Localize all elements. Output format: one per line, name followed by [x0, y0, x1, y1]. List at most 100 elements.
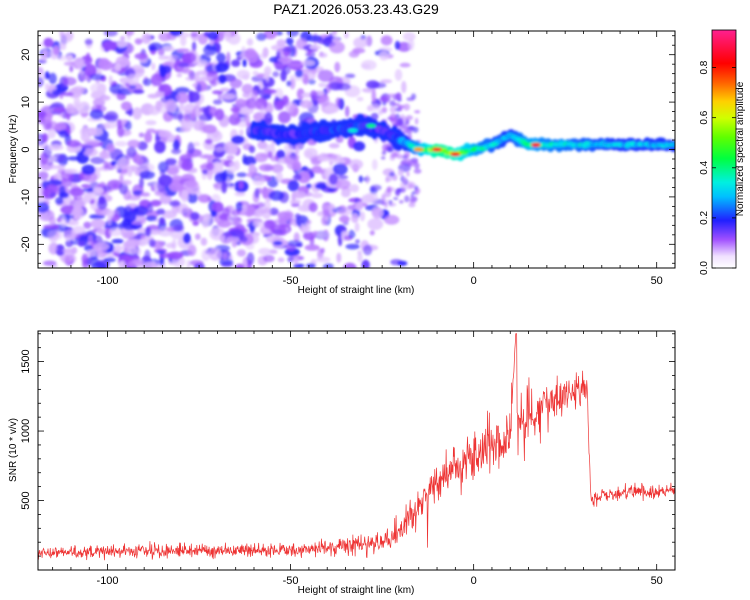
- heatmap-cell: [64, 168, 78, 174]
- heatmap-cell: [74, 57, 85, 67]
- heatmap-cell: [68, 187, 85, 197]
- heatmap-cell: [181, 160, 194, 171]
- heatmap-cell: [300, 60, 315, 66]
- heatmap-cell: [86, 249, 97, 257]
- heatmap-cell: [127, 259, 143, 268]
- heatmap-cell: [51, 246, 58, 252]
- heatmap-cell: [311, 192, 323, 199]
- heatmap-cell: [226, 236, 240, 243]
- heatmap-cell: [196, 83, 202, 93]
- heatmap-cell: [157, 180, 165, 193]
- heatmap-cell: [176, 73, 183, 78]
- heatmap-cell: [256, 202, 265, 208]
- heatmap-cell: [157, 48, 165, 56]
- heatmap-cell: [89, 109, 104, 120]
- heatmap-cell: [97, 198, 108, 210]
- heatmap-cell: [355, 201, 364, 211]
- signal-cell: [671, 142, 675, 148]
- snr-series-line: [38, 333, 675, 561]
- heatmap-cell: [66, 54, 74, 62]
- heatmap-cell: [235, 263, 245, 268]
- heatmap-cell: [403, 103, 411, 111]
- heatmap-cell: [348, 229, 356, 239]
- y-tick-label: -20: [20, 236, 32, 252]
- heatmap-cell: [90, 156, 105, 165]
- spectrogram-xlabel: Height of straight line (km): [298, 285, 415, 296]
- heatmap-cell: [98, 60, 114, 71]
- heatmap-cell: [287, 240, 303, 247]
- heatmap-cell: [371, 207, 384, 219]
- heatmap-cell: [176, 48, 190, 53]
- heatmap-cell: [370, 112, 379, 120]
- heatmap-cell: [403, 157, 411, 165]
- heatmap-cell: [334, 61, 341, 73]
- heatmap-cell: [121, 218, 132, 227]
- heatmap-cell: [66, 156, 81, 161]
- heatmap-cell: [52, 107, 66, 113]
- heatmap-cell: [385, 176, 389, 183]
- heatmap-cell: [231, 209, 241, 216]
- heatmap-cell: [173, 224, 185, 232]
- heatmap-cell: [272, 240, 283, 246]
- heatmap-cell: [81, 164, 96, 175]
- heatmap-cell: [394, 69, 403, 81]
- heatmap-cell: [292, 190, 307, 199]
- heatmap-cell: [414, 159, 418, 164]
- colorbar-tick-label: 0.2: [699, 211, 710, 225]
- heatmap-cell: [182, 232, 191, 244]
- heatmap-cell: [394, 40, 401, 50]
- heatmap-cell: [370, 184, 382, 191]
- heatmap-cell: [38, 76, 44, 88]
- heatmap-cell: [191, 41, 197, 52]
- heatmap-cell: [317, 69, 334, 82]
- heatmap-cell: [190, 211, 200, 221]
- heatmap-cell: [84, 64, 97, 77]
- heatmap-cell: [329, 41, 345, 54]
- heatmap-cell: [389, 113, 397, 122]
- heatmap-cell: [414, 185, 419, 191]
- heatmap-cell: [126, 146, 137, 158]
- colorbar-tick-label: 0.6: [699, 110, 710, 124]
- chart-title: PAZ1.2026.053.23.43.G29: [273, 1, 439, 17]
- heatmap-cell: [126, 239, 141, 246]
- heatmap-cell: [252, 175, 265, 186]
- heatmap-cell: [408, 38, 415, 51]
- heatmap-cell: [366, 35, 373, 47]
- heatmap-cell: [60, 32, 73, 43]
- heatmap-cell: [215, 62, 229, 73]
- heatmap-cell: [399, 62, 411, 68]
- heatmap-cell: [145, 215, 158, 222]
- heatmap-cell: [129, 84, 137, 90]
- heatmap-cell: [260, 105, 266, 116]
- heatmap-cell: [114, 141, 128, 147]
- x-tick-label: 0: [471, 275, 477, 287]
- heatmap-cell: [43, 260, 57, 267]
- heatmap-cell: [344, 105, 350, 118]
- heatmap-cell: [48, 72, 57, 85]
- heatmap-cell: [365, 174, 370, 184]
- heatmap-cell: [70, 107, 78, 115]
- heatmap-cell: [318, 94, 330, 107]
- heatmap-cell: [337, 208, 352, 216]
- heatmap-cell: [108, 75, 113, 84]
- heatmap-cell: [180, 35, 187, 47]
- heatmap-cell: [404, 195, 410, 203]
- heatmap-cell: [113, 63, 122, 72]
- heatmap-cell: [144, 131, 153, 143]
- heatmap-cell: [263, 254, 275, 263]
- heatmap-cell: [268, 190, 285, 201]
- heatmap-cell: [139, 170, 155, 180]
- x-tick-label: -100: [97, 575, 119, 587]
- heatmap-cell: [101, 95, 111, 102]
- heatmap-cell: [287, 255, 294, 263]
- heatmap-cell: [148, 46, 156, 52]
- heatmap-cell: [277, 57, 294, 63]
- heatmap-cell: [43, 37, 54, 48]
- heatmap-cell: [328, 173, 338, 185]
- heatmap-cell: [81, 187, 96, 193]
- heatmap-cell: [308, 202, 318, 213]
- heatmap-cell: [79, 127, 92, 137]
- heatmap-cell: [117, 119, 122, 130]
- heatmap-cell: [216, 52, 226, 64]
- heatmap-cell: [99, 150, 110, 159]
